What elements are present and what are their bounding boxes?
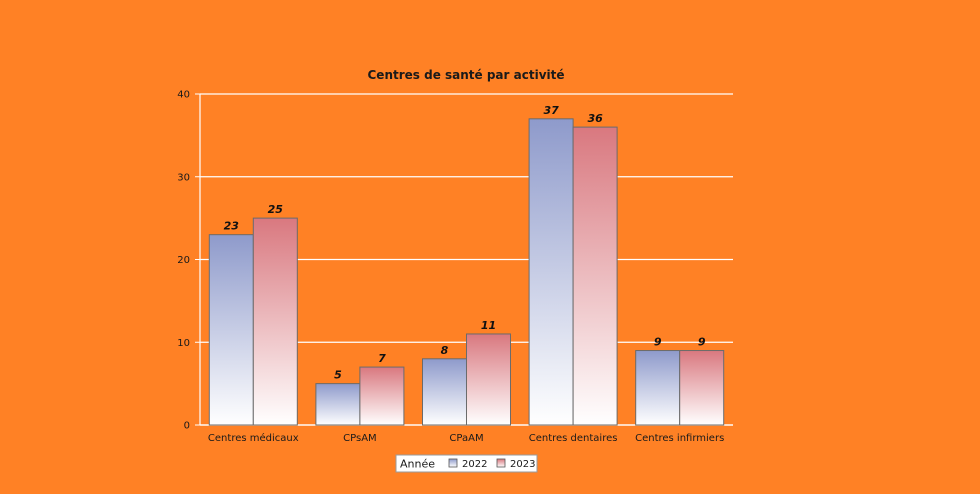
bar-layer xyxy=(208,118,725,426)
data-label: 25 xyxy=(268,203,284,216)
bar-2022 xyxy=(208,234,254,426)
y-tick-label: 30 xyxy=(177,172,190,183)
bar-2022 xyxy=(315,383,361,426)
bar-2023 xyxy=(679,350,725,426)
x-tick-label: Centres médicaux xyxy=(208,432,299,444)
legend-title: Année xyxy=(400,458,435,471)
chart-title: Centres de santé par activité xyxy=(368,68,565,82)
y-tick-label: 20 xyxy=(177,255,190,266)
data-label: 23 xyxy=(224,220,240,233)
bar-2023 xyxy=(572,126,618,426)
bar-2023 xyxy=(359,366,405,426)
label-layer: 23 25 5 7 8 11 37 36 9 9 xyxy=(224,104,706,382)
y-tick-label: 40 xyxy=(177,90,190,101)
legend-label-2023: 2023 xyxy=(510,459,535,470)
data-label: 5 xyxy=(334,369,342,382)
x-tick-label: CPsAM xyxy=(343,433,377,444)
data-label: 9 xyxy=(654,336,662,349)
bar-2023 xyxy=(466,333,511,426)
x-tick-label: Centres dentaires xyxy=(529,433,618,444)
legend-swatch-2023 xyxy=(496,458,506,468)
y-tick-label: 10 xyxy=(177,338,190,349)
bar-2022 xyxy=(528,118,574,426)
legend-label-2022: 2022 xyxy=(462,459,487,470)
data-label: 36 xyxy=(587,112,603,125)
x-tick-label: CPaAM xyxy=(449,433,483,444)
data-label: 37 xyxy=(543,104,559,117)
bar-2022 xyxy=(422,358,467,426)
data-label: 7 xyxy=(378,352,386,365)
legend: Année 2022 2023 xyxy=(395,454,538,473)
data-label: 9 xyxy=(698,336,706,349)
data-label: 11 xyxy=(481,319,496,332)
y-tick-label: 0 xyxy=(184,421,190,432)
bar-2022 xyxy=(635,350,681,426)
legend-swatch-2022 xyxy=(448,458,458,468)
bar-2023 xyxy=(252,217,298,426)
data-label: 8 xyxy=(441,344,449,357)
x-tick-label: Centres infirmiers xyxy=(635,433,724,444)
